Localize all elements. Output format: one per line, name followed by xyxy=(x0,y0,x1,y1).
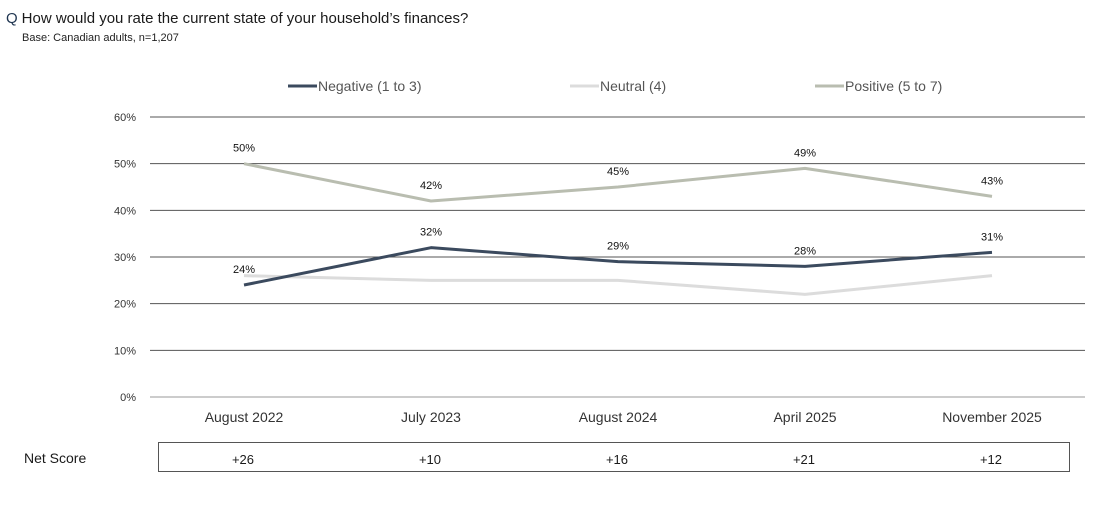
y-tick-label: 0% xyxy=(120,392,136,404)
y-tick-label: 10% xyxy=(114,345,136,357)
net-score-value: +21 xyxy=(792,452,816,467)
y-tick-label: 40% xyxy=(114,205,136,217)
legend-label: Neutral (4) xyxy=(600,78,666,94)
net-score-value: +26 xyxy=(231,452,255,467)
data-label: 24% xyxy=(233,264,255,276)
data-label: 31% xyxy=(981,231,1003,243)
x-tick-label: July 2023 xyxy=(401,409,461,425)
series-line-negative xyxy=(243,246,993,287)
x-tick-label: August 2024 xyxy=(579,409,658,425)
net-score-value: +10 xyxy=(418,452,442,467)
question: Q How would you rate the current state of… xyxy=(6,10,468,27)
net-score-row: +26 +10 +16 +21 +12 xyxy=(158,442,1070,472)
legend-label: Negative (1 to 3) xyxy=(318,78,422,94)
series-line-neutral xyxy=(243,274,993,296)
data-label: 49% xyxy=(794,147,816,159)
y-tick-label: 20% xyxy=(114,299,136,311)
data-label: 32% xyxy=(420,227,442,239)
data-label: 50% xyxy=(233,143,255,155)
base-note: Base: Canadian adults, n=1,207 xyxy=(22,32,179,44)
data-label: 43% xyxy=(981,175,1003,187)
net-score-label: Net Score xyxy=(24,450,87,466)
data-label: 28% xyxy=(794,245,816,257)
net-score-value: +12 xyxy=(979,452,1003,467)
question-marker: Q xyxy=(6,10,18,27)
x-tick-label: August 2022 xyxy=(205,409,284,425)
data-label: 29% xyxy=(607,241,629,253)
x-tick-label: April 2025 xyxy=(773,409,836,425)
y-tick-label: 50% xyxy=(114,159,136,171)
x-tick-label: November 2025 xyxy=(942,409,1042,425)
legend-label: Positive (5 to 7) xyxy=(845,78,942,94)
question-text: How would you rate the current state of … xyxy=(21,10,469,27)
y-tick-label: 60% xyxy=(114,112,136,124)
net-score-value: +16 xyxy=(605,452,629,467)
data-label: 42% xyxy=(420,180,442,192)
data-label: 45% xyxy=(607,166,629,178)
series-line-positive xyxy=(243,162,993,203)
line-chart: 0% 10% 20% 30% 40% 50% 60% August 2022 July 2023… xyxy=(114,78,1085,425)
y-tick-label: 30% xyxy=(114,252,136,264)
